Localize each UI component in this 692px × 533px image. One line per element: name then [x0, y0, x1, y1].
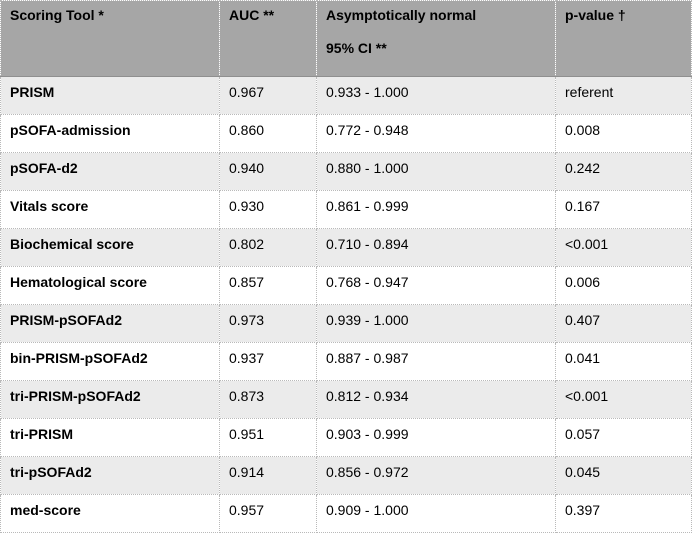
cell-confidence-interval: 0.880 - 1.000	[316, 152, 556, 191]
cell-scoring-tool: pSOFA-d2	[0, 152, 220, 191]
table-row: Vitals score 0.930 0.861 - 0.999 0.167	[0, 190, 692, 229]
cell-confidence-interval: 0.772 - 0.948	[316, 114, 556, 153]
header-ci-line1: Asymptotically normal	[326, 7, 477, 23]
cell-p-value: 0.045	[555, 456, 692, 495]
cell-auc: 0.951	[219, 418, 317, 457]
table-header: Scoring Tool * AUC ** Asymptotically nor…	[0, 0, 692, 77]
table-body: PRISM 0.967 0.933 - 1.000 referent pSOFA-adm…	[0, 76, 692, 533]
header-confidence-interval: Asymptotically normal 95% CI **	[316, 0, 556, 77]
cell-p-value: 0.167	[555, 190, 692, 229]
cell-scoring-tool: bin-PRISM-pSOFAd2	[0, 342, 220, 381]
cell-confidence-interval: 0.710 - 0.894	[316, 228, 556, 267]
cell-auc: 0.940	[219, 152, 317, 191]
cell-scoring-tool: Hematological score	[0, 266, 220, 305]
cell-confidence-interval: 0.903 - 0.999	[316, 418, 556, 457]
table-row: pSOFA-d2 0.940 0.880 - 1.000 0.242	[0, 152, 692, 191]
header-scoring-tool: Scoring Tool *	[0, 0, 220, 77]
cell-auc: 0.957	[219, 494, 317, 533]
cell-scoring-tool: pSOFA-admission	[0, 114, 220, 153]
cell-confidence-interval: 0.861 - 0.999	[316, 190, 556, 229]
cell-scoring-tool: PRISM	[0, 76, 220, 115]
table-row: tri-PRISM-pSOFAd2 0.873 0.812 - 0.934 <0.00…	[0, 380, 692, 419]
cell-scoring-tool: Vitals score	[0, 190, 220, 229]
header-p-value: p-value †	[555, 0, 692, 77]
cell-scoring-tool: tri-PRISM	[0, 418, 220, 457]
cell-p-value: 0.006	[555, 266, 692, 305]
header-row: Scoring Tool * AUC ** Asymptotically nor…	[0, 0, 692, 77]
cell-scoring-tool: tri-pSOFAd2	[0, 456, 220, 495]
cell-confidence-interval: 0.856 - 0.972	[316, 456, 556, 495]
cell-confidence-interval: 0.939 - 1.000	[316, 304, 556, 343]
cell-p-value: 0.008	[555, 114, 692, 153]
table-row: PRISM-pSOFAd2 0.973 0.939 - 1.000 0.407	[0, 304, 692, 343]
cell-p-value: 0.041	[555, 342, 692, 381]
cell-scoring-tool: Biochemical score	[0, 228, 220, 267]
cell-p-value: 0.242	[555, 152, 692, 191]
cell-confidence-interval: 0.768 - 0.947	[316, 266, 556, 305]
cell-scoring-tool: tri-PRISM-pSOFAd2	[0, 380, 220, 419]
table-row: Hematological score 0.857 0.768 - 0.947 0.0…	[0, 266, 692, 305]
table-row: pSOFA-admission 0.860 0.772 - 0.948 0.008	[0, 114, 692, 153]
cell-p-value: 0.407	[555, 304, 692, 343]
table-row: PRISM 0.967 0.933 - 1.000 referent	[0, 76, 692, 115]
cell-auc: 0.914	[219, 456, 317, 495]
table-row: tri-pSOFAd2 0.914 0.856 - 0.972 0.045	[0, 456, 692, 495]
table-row: med-score 0.957 0.909 - 1.000 0.397	[0, 494, 692, 533]
cell-auc: 0.857	[219, 266, 317, 305]
cell-auc: 0.802	[219, 228, 317, 267]
cell-p-value: <0.001	[555, 380, 692, 419]
cell-scoring-tool: med-score	[0, 494, 220, 533]
table-row: Biochemical score 0.802 0.710 - 0.894 <0.00…	[0, 228, 692, 267]
cell-auc: 0.973	[219, 304, 317, 343]
cell-auc: 0.937	[219, 342, 317, 381]
cell-auc: 0.860	[219, 114, 317, 153]
cell-confidence-interval: 0.812 - 0.934	[316, 380, 556, 419]
header-ci-line2: 95% CI **	[326, 40, 387, 56]
cell-p-value: 0.397	[555, 494, 692, 533]
table-row: bin-PRISM-pSOFAd2 0.937 0.887 - 0.987 0.041	[0, 342, 692, 381]
cell-scoring-tool: PRISM-pSOFAd2	[0, 304, 220, 343]
cell-confidence-interval: 0.933 - 1.000	[316, 76, 556, 115]
cell-confidence-interval: 0.909 - 1.000	[316, 494, 556, 533]
table-row: tri-PRISM 0.951 0.903 - 0.999 0.057	[0, 418, 692, 457]
cell-p-value: 0.057	[555, 418, 692, 457]
cell-confidence-interval: 0.887 - 0.987	[316, 342, 556, 381]
cell-p-value: <0.001	[555, 228, 692, 267]
header-auc: AUC **	[219, 0, 317, 77]
cell-p-value: referent	[555, 76, 692, 115]
cell-auc: 0.873	[219, 380, 317, 419]
cell-auc: 0.967	[219, 76, 317, 115]
cell-auc: 0.930	[219, 190, 317, 229]
